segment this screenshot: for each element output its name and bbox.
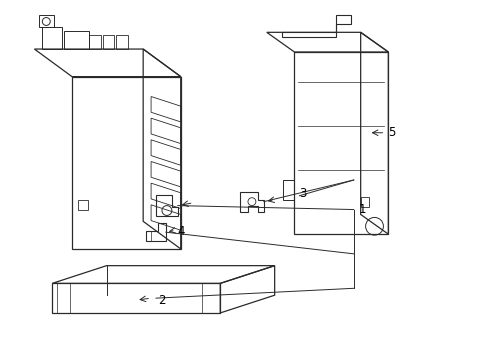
Text: 1: 1: [359, 203, 366, 216]
Text: 2: 2: [158, 294, 166, 307]
Text: 5: 5: [389, 126, 396, 139]
Text: 3: 3: [299, 187, 307, 200]
Text: 4: 4: [178, 225, 185, 238]
